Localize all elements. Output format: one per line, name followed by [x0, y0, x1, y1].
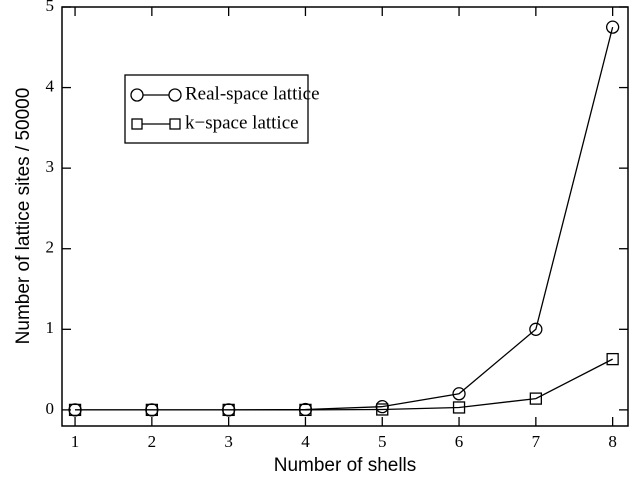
legend-label: Real-space lattice [185, 83, 320, 104]
x-tick-label: 1 [71, 432, 80, 451]
marker [605, 20, 620, 34]
y-tick-label: 5 [46, 0, 55, 15]
legend-marker [130, 88, 144, 102]
marker [606, 352, 619, 366]
marker [145, 403, 159, 417]
legend-marker [131, 118, 143, 130]
x-tick-label: 8 [608, 432, 617, 451]
marker [529, 322, 543, 336]
marker [452, 387, 466, 401]
series-line [75, 358, 613, 411]
marker [529, 392, 542, 405]
marker [68, 403, 82, 417]
marker [376, 403, 389, 416]
x-tick-label: 6 [455, 432, 464, 451]
x-tick-label: 5 [378, 432, 387, 451]
marker [299, 403, 312, 417]
plot-frame [61, 6, 629, 427]
y-tick-label: 1 [46, 318, 55, 337]
y-tick-label: 0 [46, 399, 55, 418]
y-tick-label: 2 [46, 238, 55, 257]
x-tick-label: 3 [224, 432, 233, 451]
x-tick-label: 2 [148, 432, 157, 451]
legend-box [124, 74, 309, 144]
y-axis-label: Number of lattice sites / 50000 [13, 88, 34, 345]
legend-marker [169, 118, 181, 130]
x-tick-label: 7 [532, 432, 541, 451]
y-tick-label: 4 [46, 76, 55, 95]
x-tick-label: 4 [301, 432, 310, 451]
legend-marker [168, 88, 182, 102]
marker [222, 403, 235, 417]
y-tick-label: 3 [46, 157, 55, 176]
legend-label: k−space lattice [185, 112, 299, 133]
marker [452, 401, 466, 414]
x-axis-label: Number of shells [274, 455, 417, 476]
